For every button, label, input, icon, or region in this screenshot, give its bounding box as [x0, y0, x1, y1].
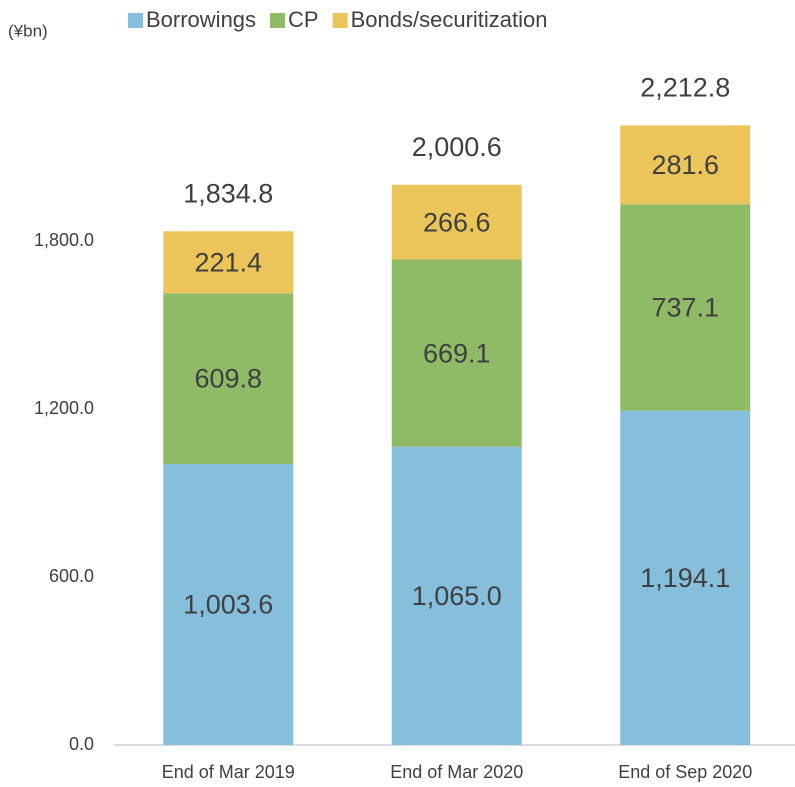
y-tick-label: 1,800.0: [34, 230, 94, 250]
legend-swatch: [332, 13, 348, 28]
legend-swatch: [270, 13, 286, 28]
data-label: 221.4: [194, 247, 262, 277]
bar-segment: [620, 410, 751, 745]
data-label: 1,065.0: [412, 581, 502, 611]
bar-segment: [391, 184, 522, 260]
y-tick-label: 0.0: [69, 734, 94, 754]
bar-segment: [391, 259, 522, 447]
total-label: 1,834.8: [183, 178, 273, 208]
legend-label: Bonds/securitization: [351, 7, 548, 32]
data-label: 669.1: [423, 338, 491, 368]
y-tick-label: 1,200.0: [34, 398, 94, 418]
data-label: 1,003.6: [183, 590, 273, 620]
legend-label: Borrowings: [146, 7, 256, 32]
total-label: 2,212.8: [640, 73, 730, 103]
y-axis-unit: (¥bn): [8, 21, 48, 40]
legend-swatch: [128, 13, 143, 28]
bar-segment: [163, 231, 294, 294]
bar-segment: [620, 204, 751, 411]
x-tick-label: End of Sep 2020: [618, 762, 752, 782]
x-tick-label: End of Mar 2020: [390, 762, 523, 782]
data-label: 281.6: [651, 150, 719, 180]
data-label: 737.1: [651, 293, 719, 323]
x-tick-label: End of Mar 2019: [162, 762, 295, 782]
data-label: 266.6: [423, 207, 491, 237]
data-label: 609.8: [194, 364, 262, 394]
data-label: 1,194.1: [640, 563, 730, 593]
legend-label: CP: [288, 7, 319, 32]
total-label: 2,000.6: [412, 132, 502, 162]
bar-segment: [391, 446, 522, 745]
y-tick-label: 600.0: [49, 566, 94, 586]
bar-segment: [163, 293, 294, 464]
bar-segment: [620, 125, 751, 205]
bar-segment: [163, 463, 294, 745]
